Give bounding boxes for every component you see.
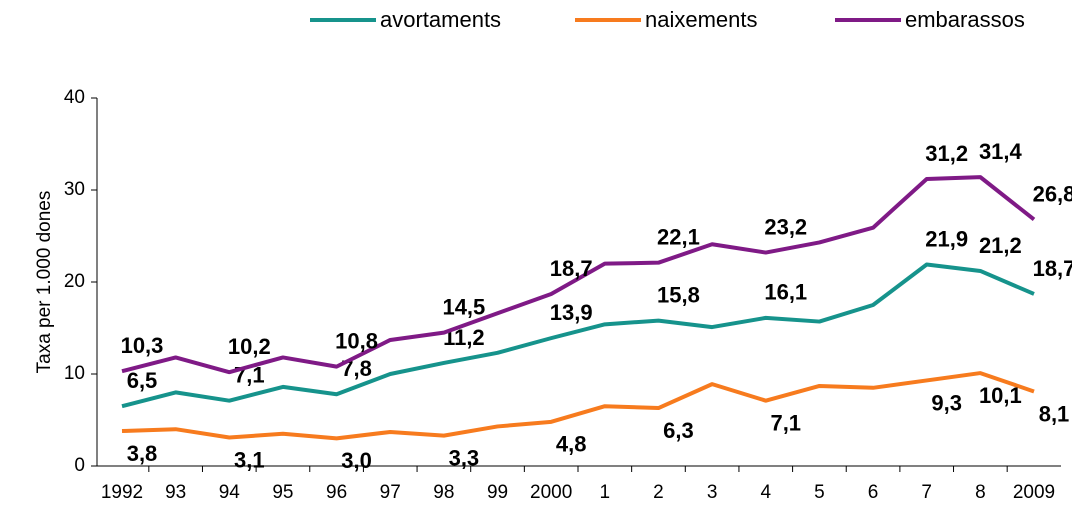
line	[121, 262, 1035, 409]
data-label: 7,1	[770, 410, 801, 435]
x-tick-label: 7	[921, 482, 932, 503]
x-tick-label: 8	[975, 482, 986, 503]
data-label: 31,2	[925, 141, 968, 166]
data-label: 16,1	[764, 280, 807, 305]
data-label: 3,3	[449, 445, 480, 470]
data-label: 18,7	[550, 256, 593, 281]
data-label: 9,3	[931, 390, 962, 415]
y-tick-label: 10	[64, 363, 85, 384]
data-label: 21,2	[979, 233, 1022, 258]
x-tick-label: 2009	[1013, 482, 1055, 503]
data-label: 3,8	[127, 441, 158, 466]
y-axis-label: Taxa per 1.000 dones	[34, 191, 55, 374]
x-tick-label: 95	[272, 482, 293, 503]
y-tick-label: 30	[64, 179, 85, 200]
x-tick-label: 96	[326, 482, 347, 503]
data-label: 6,5	[127, 368, 158, 393]
data-label: 10,8	[335, 328, 378, 353]
y-tick-label: 0	[74, 455, 85, 476]
data-label: 10,1	[979, 383, 1022, 408]
data-label: 22,1	[657, 224, 700, 249]
data-label: 3,1	[234, 447, 265, 472]
x-tick-label: 97	[380, 482, 401, 503]
data-label: 8,1	[1039, 401, 1070, 426]
legend-label: avortaments	[380, 7, 501, 32]
x-tick-label: 1	[600, 482, 611, 503]
data-label: 26,8	[1033, 181, 1072, 206]
y-tick-label: 20	[64, 271, 85, 292]
x-tick-label: 5	[814, 482, 825, 503]
x-tick-label: 2000	[530, 482, 572, 503]
data-label: 23,2	[764, 214, 807, 239]
x-tick-label: 1992	[101, 482, 143, 503]
line	[121, 175, 1036, 375]
x-tick-label: 3	[707, 482, 718, 503]
x-tick-label: 4	[760, 482, 771, 503]
legend-label: naixements	[645, 7, 758, 32]
data-label: 10,3	[121, 333, 164, 358]
legend-label: embarassos	[905, 7, 1025, 32]
data-label: 14,5	[442, 294, 485, 319]
data-label: 18,7	[1033, 256, 1072, 281]
data-label: 21,9	[925, 226, 968, 251]
y-tick-label: 40	[64, 87, 85, 108]
data-label: 4,8	[556, 432, 587, 457]
data-label: 13,9	[550, 300, 593, 325]
x-tick-label: 98	[433, 482, 454, 503]
x-tick-label: 2	[653, 482, 664, 503]
x-tick-label: 93	[165, 482, 186, 503]
x-tick-label: 6	[868, 482, 879, 503]
data-label: 3,0	[341, 448, 372, 473]
data-label: 15,8	[657, 282, 700, 307]
data-label: 6,3	[663, 418, 694, 443]
x-tick-label: 99	[487, 482, 508, 503]
data-label: 31,4	[979, 139, 1023, 164]
line	[121, 371, 1035, 441]
x-tick-label: 94	[219, 482, 241, 503]
data-label: 10,2	[228, 334, 271, 359]
